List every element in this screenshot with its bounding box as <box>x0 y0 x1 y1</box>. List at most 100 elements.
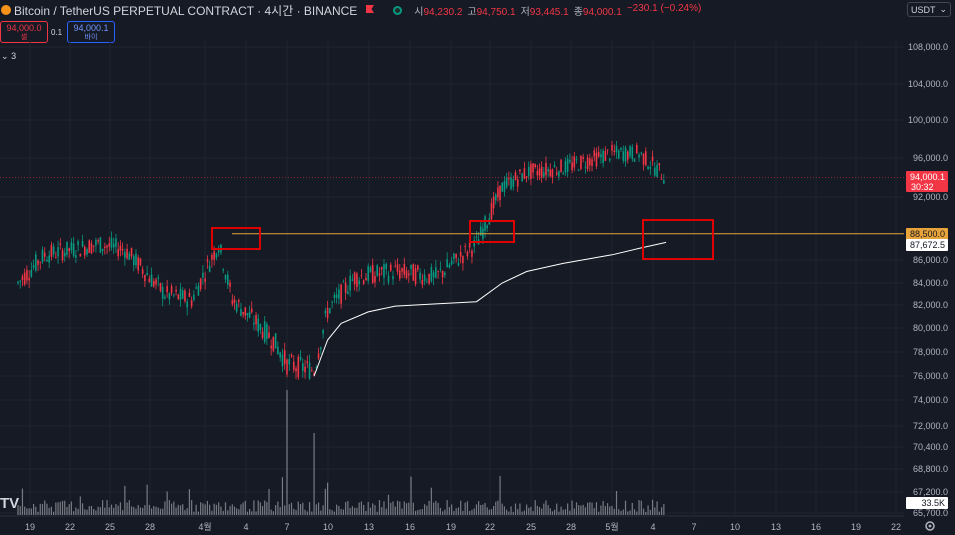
indicators-toggle[interactable]: ⌄ 3 <box>1 51 16 62</box>
candle-body <box>50 244 53 257</box>
volume-bar <box>206 500 209 515</box>
price-tick-label: 70,400.0 <box>913 442 948 452</box>
volume-bar <box>385 508 387 515</box>
candle <box>569 153 571 164</box>
level-price-tag-text: 88,500.0 <box>910 229 945 239</box>
candle-body <box>353 272 356 285</box>
candle <box>595 147 598 170</box>
settings-icon[interactable] <box>925 521 935 531</box>
volume-bar <box>248 508 251 515</box>
candle <box>435 259 437 279</box>
candle-body <box>235 303 238 312</box>
candle <box>277 341 279 355</box>
volume-bar <box>202 503 204 515</box>
candle-body <box>530 163 532 179</box>
highlight-box[interactable] <box>642 219 714 260</box>
volume-bar <box>514 503 517 515</box>
candle-body <box>371 264 374 284</box>
volume-bar <box>66 506 68 515</box>
volume-bar <box>281 477 284 515</box>
volume-bar <box>378 500 381 515</box>
candle-body <box>277 346 279 354</box>
volume-bar <box>101 500 104 515</box>
candle <box>349 269 351 297</box>
volume-bar <box>545 500 547 515</box>
volume-bar <box>423 504 426 515</box>
candle-body <box>322 329 324 334</box>
candle <box>270 339 272 356</box>
volume-bar <box>365 510 367 515</box>
volume-bar <box>55 502 57 515</box>
candle-body <box>450 260 453 265</box>
volume-bar <box>547 505 549 515</box>
candle-body <box>403 263 406 275</box>
highlight-box[interactable] <box>211 227 261 250</box>
volume-bar <box>523 510 525 515</box>
candle-body <box>622 151 625 161</box>
volume-bar <box>405 503 408 515</box>
candle <box>238 298 240 308</box>
candle-body <box>195 287 197 289</box>
candle-body <box>188 292 191 297</box>
candle-body <box>365 277 367 281</box>
candle <box>255 311 257 331</box>
candle-body <box>295 368 297 372</box>
time-tick-label: 7 <box>284 522 289 532</box>
candle <box>43 247 46 262</box>
market-status-icon[interactable] <box>393 5 403 15</box>
volume-bar <box>162 508 164 515</box>
flag-icon[interactable] <box>365 5 375 15</box>
buy-price: 94,000.1 <box>73 23 109 33</box>
candle-body <box>387 275 390 283</box>
volume-bar <box>480 504 482 515</box>
volume-bar <box>381 507 383 515</box>
vwap-price-tag-bg <box>906 239 948 251</box>
candle <box>184 288 186 304</box>
candle <box>649 160 652 176</box>
candle-body <box>374 276 376 283</box>
volume-bar <box>392 501 394 515</box>
volume-bar <box>602 500 604 515</box>
candle-body <box>112 243 115 248</box>
candle <box>432 270 435 286</box>
volume-bar <box>302 502 304 515</box>
price-tick-label: 78,000.0 <box>913 347 948 357</box>
low-label: 저 <box>520 6 530 18</box>
volume-bar <box>218 502 220 515</box>
candle <box>250 301 253 314</box>
candle-body <box>358 280 360 285</box>
candle-body <box>414 268 417 285</box>
sell-button[interactable]: 94,000.0 셀 <box>0 21 48 43</box>
volume-bar <box>349 507 351 515</box>
volume-bar <box>394 506 396 515</box>
highlight-box[interactable] <box>469 220 515 243</box>
candle <box>90 240 93 255</box>
volume-bar <box>266 502 268 515</box>
symbol-title[interactable]: Bitcoin / TetherUS PERPETUAL CONTRACT · … <box>14 3 358 18</box>
volume-bar <box>320 510 322 515</box>
volume-bar <box>534 500 536 515</box>
volume-bar <box>656 501 658 515</box>
volume-bar <box>553 509 556 515</box>
candle <box>261 327 264 340</box>
volume-bar <box>569 510 571 515</box>
volume-bar <box>236 508 238 515</box>
candle-body <box>575 159 578 161</box>
volume-bar <box>64 500 66 515</box>
volume-bar <box>290 502 293 515</box>
candle-body <box>573 156 576 168</box>
volume-bar <box>510 506 512 515</box>
candle <box>23 268 26 287</box>
candle <box>514 169 517 181</box>
candle <box>369 265 372 273</box>
currency-selector[interactable]: USDT ⌄ <box>907 2 951 17</box>
chart-grid <box>0 40 904 517</box>
candle-body <box>642 153 645 165</box>
candle-body <box>32 265 35 268</box>
candle <box>92 245 95 253</box>
volume-bar <box>137 505 139 515</box>
time-tick-label: 25 <box>105 522 115 532</box>
volume-bar <box>435 501 437 515</box>
buy-button[interactable]: 94,000.1 바이 <box>67 21 115 43</box>
